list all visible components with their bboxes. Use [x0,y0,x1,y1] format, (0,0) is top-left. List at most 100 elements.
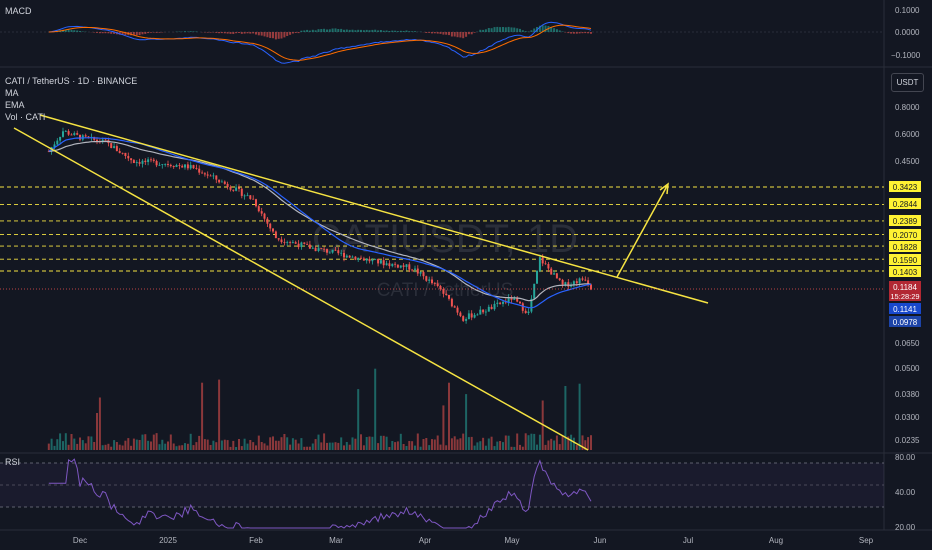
current-price-text: 0.1184 [893,283,917,292]
macd-histogram-bar [555,29,558,32]
rsi-legend[interactable]: RSI [5,457,21,467]
time-axis[interactable]: Dec 2025 Feb Mar Apr May Jun Jul Aug Sep [73,536,874,545]
candle-body [84,135,87,137]
level-badge-text: 0.1403 [893,268,918,277]
volume-bar [56,439,59,450]
candle-body [291,242,294,243]
macd-histogram-bar [138,32,141,36]
macd-histogram-bar [229,32,232,34]
time-tick: Apr [419,536,432,545]
volume-bar [113,440,116,450]
candle-body [317,248,320,251]
candle-body [269,223,272,229]
price-axis[interactable]: 0.8000 0.6000 0.4500 0.0650 0.0500 0.038… [895,103,920,445]
macd-histogram-bar [541,25,544,32]
volume-bar [584,440,587,450]
macd-histogram-bar [79,31,81,32]
volume-bar [277,440,280,450]
volume-bar [575,445,578,450]
macd-histogram-bar [379,30,382,32]
candle-body [482,309,485,313]
ma-value-text: 0.0978 [893,318,918,327]
ma-legend[interactable]: MA [5,88,19,98]
volume-legend[interactable]: Vol · CATI [5,112,46,122]
macd-histogram-bar [300,30,303,32]
macd-histogram-bar [311,29,314,32]
price-tick: 0.6000 [895,130,920,139]
volume-bar [232,440,235,450]
volume-bar [186,443,189,450]
volume-bar [62,441,64,450]
volume-bar [516,433,519,450]
candle-body [411,269,414,271]
volume-bar [362,445,365,450]
macd-histogram-bar [377,30,380,32]
volume-bar [144,434,147,450]
candle-body [470,313,473,318]
candle-body [396,264,399,268]
macd-histogram-bar [408,31,411,32]
volume-bar [306,446,309,450]
volume-bar [357,389,360,450]
macd-histogram-bar [306,29,309,32]
macd-histogram-bar [354,30,357,32]
macd-histogram-bar [326,29,328,32]
macd-histogram-bar [147,32,150,34]
volume-bar [379,435,382,450]
volume-bar [351,437,354,450]
candle-body [425,276,428,281]
volume-bar [581,435,584,450]
candle-body [402,265,405,267]
candle-body [246,195,249,197]
ema-legend[interactable]: EMA [5,100,25,110]
macd-histogram-bar [220,32,223,34]
macd-histogram-bar [524,31,527,32]
macd-histogram [50,25,592,40]
volume-bar [561,435,564,450]
symbol-title[interactable]: CATI / TetherUS · 1D · BINANCE [5,76,138,86]
volume-bar [107,443,110,450]
candle-body [147,159,150,162]
candle-body [362,258,365,261]
macd-histogram-bar [184,31,186,32]
macd-histogram-bar [121,32,124,35]
volume-bar [297,443,300,450]
macd-histogram-bar [496,26,499,32]
candle-body [510,297,513,300]
upper-trendline[interactable] [39,114,709,304]
volume-bar [519,444,521,450]
volume-bar [374,368,377,450]
volume-bar [150,441,152,450]
volume-bar [175,446,178,450]
volume-bar [212,440,215,450]
candle-body [320,248,323,249]
macd-histogram-bar [328,29,331,32]
macd-histogram-bar [218,32,221,34]
volume-bar [243,438,246,450]
volume-bar [399,433,402,450]
price-pane [0,114,884,451]
level-badge-text: 0.2070 [893,231,918,240]
target-arrow[interactable] [616,185,668,278]
macd-histogram-bar [291,32,294,34]
macd-histogram-bar [391,30,394,32]
volume-bar [300,438,303,450]
candle-body [195,168,198,169]
macd-legend[interactable]: MACD [5,6,32,16]
price-tick: 0.0300 [895,413,920,422]
rsi-axis[interactable]: 80.00 40.00 20.00 [895,453,916,532]
candle-body [587,280,590,285]
volume-bar [79,437,81,450]
macd-axis[interactable]: 0.1000 0.0000 −0.1000 [891,6,921,60]
candle-body [553,273,556,275]
macd-histogram-bar [448,32,450,36]
macd-histogram-bar [482,29,485,32]
macd-histogram-bar [64,29,67,32]
candle-body [110,143,113,148]
currency-unit-button[interactable]: USDT [891,73,924,92]
volume-bar [220,440,223,450]
macd-histogram-bar [294,32,297,33]
candle-body [59,136,62,141]
volume-bar [87,436,90,450]
